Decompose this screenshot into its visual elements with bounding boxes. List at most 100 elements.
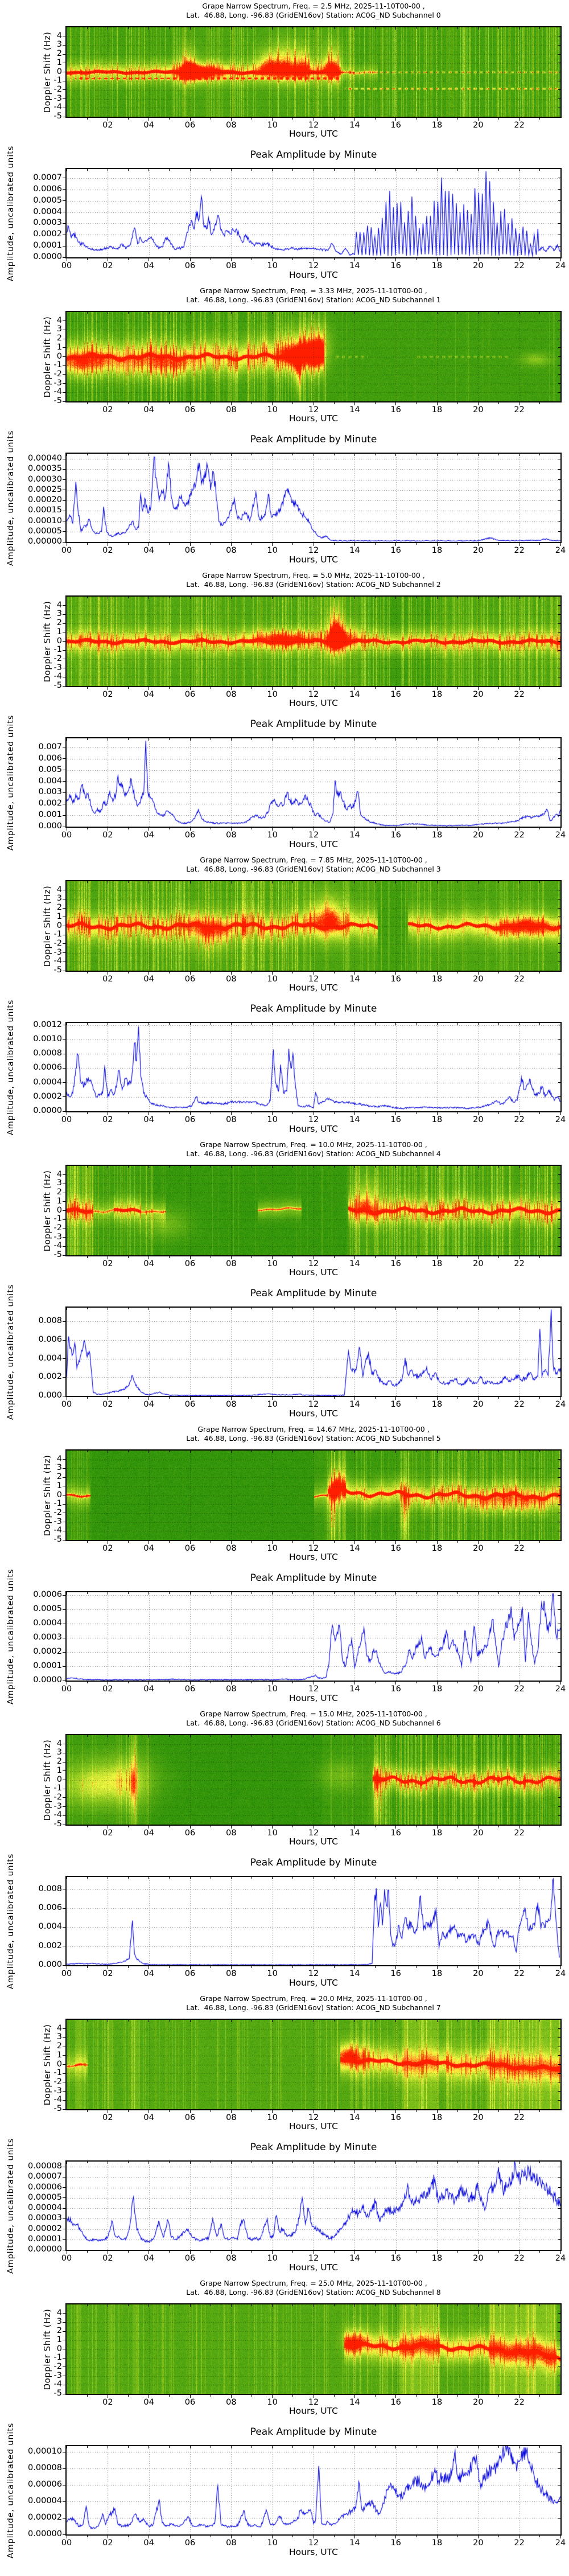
tick-mark bbox=[63, 1219, 65, 1220]
x-tick-label: 06 bbox=[184, 405, 196, 414]
tick-mark bbox=[189, 402, 191, 405]
tick-mark bbox=[395, 1166, 397, 1168]
tick-mark bbox=[560, 2536, 561, 2538]
tick-mark-minor bbox=[539, 881, 541, 883]
tick-mark bbox=[558, 2176, 560, 2178]
tick-mark-minor bbox=[457, 1023, 458, 1025]
tick-mark-minor bbox=[416, 402, 417, 404]
tick-mark-minor bbox=[498, 27, 499, 29]
spectrogram-block-subchannel-0: Grape Narrow Spectrum, Freq. = 2.5 MHz, … bbox=[0, 0, 569, 142]
y-axis-label: Amplitude, uncalibrated units bbox=[6, 2138, 15, 2274]
tick-mark-minor bbox=[292, 2020, 294, 2022]
tick-mark bbox=[354, 881, 355, 884]
x-tick-label: 10 bbox=[267, 1259, 278, 1268]
x-tick-label: 02 bbox=[102, 2254, 113, 2263]
tick-mark bbox=[436, 1023, 438, 1025]
y-tick-label: 1 bbox=[56, 911, 62, 921]
tick-mark-minor bbox=[251, 597, 252, 598]
tick-mark bbox=[272, 454, 273, 456]
x-tick-label: 20 bbox=[473, 1544, 484, 1553]
x-tick-label: 00 bbox=[61, 1115, 72, 1124]
tick-mark bbox=[558, 907, 560, 909]
x-tick-label: 14 bbox=[349, 2254, 360, 2263]
tick-mark bbox=[558, 401, 560, 402]
tick-mark bbox=[558, 1358, 560, 1359]
tick-mark-minor bbox=[416, 454, 417, 455]
tick-mark-minor bbox=[251, 1877, 252, 1879]
x-tick-label: 18 bbox=[431, 1259, 443, 1268]
x-tick-label: 04 bbox=[143, 261, 154, 270]
x-tick-label: 16 bbox=[390, 2538, 401, 2548]
tick-mark bbox=[272, 1735, 273, 1737]
tick-mark bbox=[63, 650, 65, 651]
tick-mark bbox=[436, 1308, 438, 1310]
tick-mark-minor bbox=[333, 258, 335, 260]
tick-mark-minor bbox=[169, 2395, 170, 2397]
tick-mark bbox=[63, 401, 65, 402]
tick-mark bbox=[63, 952, 65, 954]
tick-mark bbox=[558, 1039, 560, 1040]
tick-mark bbox=[395, 402, 397, 405]
tick-mark-minor bbox=[292, 169, 294, 171]
tick-mark bbox=[189, 1308, 191, 1310]
tick-mark bbox=[477, 543, 479, 546]
x-tick-label: 14 bbox=[349, 121, 360, 130]
y-tick-label: -1 bbox=[53, 1784, 62, 1793]
tick-mark-minor bbox=[86, 258, 88, 260]
spectrogram-canvas bbox=[67, 1166, 560, 1255]
tick-mark-minor bbox=[251, 1256, 252, 1258]
tick-mark bbox=[63, 2037, 65, 2038]
plot-title-line2: Lat. 46.88, Long. -96.83 (GridEN16ov) St… bbox=[186, 295, 441, 304]
y-tick-label: -3 bbox=[53, 1232, 62, 1242]
x-tick-label: 18 bbox=[431, 831, 443, 840]
y-tick-label: 0.00010 bbox=[28, 516, 62, 525]
tick-mark-minor bbox=[416, 1112, 417, 1114]
tick-mark bbox=[272, 972, 273, 975]
x-tick-label: 06 bbox=[184, 975, 196, 984]
tick-mark-minor bbox=[375, 1877, 376, 1879]
x-tick-label: 06 bbox=[184, 261, 196, 270]
tick-mark-minor bbox=[86, 169, 88, 171]
tick-mark-minor bbox=[498, 2304, 499, 2306]
x-tick-label: 18 bbox=[431, 1685, 443, 1694]
tick-mark-minor bbox=[333, 2446, 335, 2448]
x-tick-label: 22 bbox=[514, 2254, 525, 2263]
x-tick-label: 24 bbox=[555, 2254, 566, 2263]
tick-mark bbox=[272, 2304, 273, 2307]
tick-mark-minor bbox=[292, 2110, 294, 2112]
plot-title: Peak Amplitude by Minute bbox=[250, 149, 377, 161]
tick-mark bbox=[558, 2055, 560, 2056]
y-tick-label: 0.0004 bbox=[33, 207, 62, 216]
spectrogram-canvas bbox=[67, 2304, 560, 2394]
tick-mark bbox=[272, 1451, 273, 1453]
tick-mark bbox=[436, 258, 438, 261]
tick-mark bbox=[63, 1174, 65, 1176]
tick-mark bbox=[189, 2251, 191, 2254]
tick-mark-minor bbox=[457, 258, 458, 260]
spectrogram-canvas bbox=[67, 312, 560, 401]
tick-mark bbox=[560, 2251, 561, 2254]
y-tick-label: 0.000 bbox=[38, 1960, 62, 1969]
x-tick-label: 20 bbox=[473, 2398, 484, 2407]
tick-mark-minor bbox=[457, 2536, 458, 2537]
tick-mark-minor bbox=[292, 1877, 294, 1879]
x-tick-label: 00 bbox=[61, 2538, 72, 2548]
tick-mark-minor bbox=[169, 2304, 170, 2306]
tick-mark bbox=[395, 1112, 397, 1115]
x-tick-label: 10 bbox=[267, 831, 278, 840]
tick-mark-minor bbox=[86, 2536, 88, 2537]
tick-mark bbox=[558, 1228, 560, 1229]
y-tick-label: 0.00006 bbox=[28, 2182, 62, 2192]
x-tick-label: 08 bbox=[226, 261, 237, 270]
tick-mark bbox=[354, 2162, 355, 2164]
x-tick-label: 24 bbox=[555, 1969, 566, 1978]
tick-mark bbox=[354, 2110, 355, 2113]
tick-mark-minor bbox=[375, 1023, 376, 1025]
tick-mark bbox=[63, 1459, 65, 1460]
x-tick-label: 24 bbox=[555, 546, 566, 555]
x-tick-label: 22 bbox=[514, 1969, 525, 1978]
tick-mark bbox=[272, 543, 273, 546]
x-tick-label: 02 bbox=[102, 690, 113, 699]
tick-mark bbox=[272, 1397, 273, 1400]
tick-mark bbox=[477, 169, 479, 171]
